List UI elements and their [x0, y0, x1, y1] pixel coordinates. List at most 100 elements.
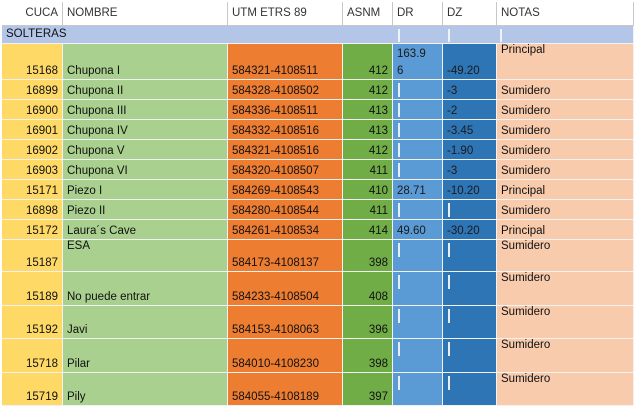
dr-cell — [393, 339, 443, 373]
cuca-cell: 15172 — [2, 220, 63, 240]
dr-cell — [393, 100, 443, 120]
cell-text: Sumidero — [501, 125, 551, 137]
cell-text: 16898 — [26, 205, 58, 217]
cell-text: Sumidero — [501, 165, 551, 177]
cell-text: 411 — [369, 205, 388, 217]
cell-text: Chupona IV — [67, 125, 128, 137]
header-cell: NOMBRE — [63, 2, 228, 26]
header-cell: CUCA — [2, 2, 63, 26]
header-cell: UTM ETRS 89 — [228, 2, 343, 26]
nombre-cell: Chupona IV — [63, 120, 228, 140]
cell-text: 28.71 — [397, 185, 426, 197]
cell-marker — [398, 83, 400, 97]
cell-text: 15192 — [26, 324, 58, 336]
utm-cell: 584173-4108137 — [228, 240, 343, 272]
nombre-cell: Chupona II — [63, 80, 228, 100]
cuca-cell: 16900 — [2, 100, 63, 120]
notas-cell: Sumidero — [497, 80, 634, 100]
notas-cell: Sumidero — [497, 120, 634, 140]
cell-text: Javi — [67, 324, 88, 336]
asnm-cell: 408 — [343, 272, 393, 306]
cell-text: CUCA — [25, 6, 58, 19]
cell-text: 15187 — [26, 257, 58, 269]
cell-text: 408 — [368, 291, 388, 303]
cell-text: 413 — [368, 105, 388, 117]
asnm-cell: 413 — [343, 120, 393, 140]
cell-marker — [398, 29, 400, 42]
utm-cell: 584261-4108534 — [228, 220, 343, 240]
notas-cell: Sumidero — [497, 200, 634, 220]
notas-cell: Principal — [497, 44, 634, 80]
dz-cell — [443, 373, 497, 406]
cell-text: Pily — [67, 391, 86, 403]
utm-cell: 584332-4108516 — [228, 120, 343, 140]
dz-cell: -30.20 — [443, 220, 497, 240]
dr-cell: 49.60 — [393, 220, 443, 240]
utm-cell: 584320-4108507 — [228, 160, 343, 180]
cell-text: -3 — [447, 85, 458, 97]
cell-text: ESA — [67, 240, 91, 252]
cell-text: 396 — [368, 324, 388, 336]
dr-cell — [393, 200, 443, 220]
dz-cell — [443, 306, 497, 339]
cell-text: 398 — [368, 358, 388, 370]
dz-cell — [443, 339, 497, 373]
dr-cell — [393, 373, 443, 406]
cell-text: Chupona I — [67, 65, 121, 77]
cell-text: 163.96 — [397, 48, 426, 77]
cell-text: 411 — [369, 165, 388, 177]
cell-text: 15189 — [26, 291, 58, 303]
header-cell: ASNM — [343, 2, 393, 26]
cell-text: Chupona II — [67, 85, 124, 97]
cell-text: No puede entrar — [67, 291, 151, 303]
cell-text: 584328-4108502 — [232, 85, 319, 97]
cell-text: -10.20 — [447, 185, 480, 197]
utm-cell: 584321-4108511 — [228, 44, 343, 80]
cell-text: -49.20 — [447, 65, 480, 77]
cuca-cell: 15719 — [2, 373, 63, 406]
cell-marker — [398, 376, 400, 390]
cell-text: 412 — [368, 65, 388, 77]
utm-cell: 584269-4108543 — [228, 180, 343, 200]
cell-text: DR — [397, 6, 414, 19]
cell-marker — [398, 123, 400, 137]
cell-marker — [398, 243, 400, 257]
cell-text: Sumidero — [501, 145, 551, 157]
cell-marker — [398, 309, 400, 323]
cell-marker — [398, 143, 400, 157]
asnm-cell: 412 — [343, 80, 393, 100]
dz-cell: -2 — [443, 100, 497, 120]
cell-text: 584233-4108504 — [232, 291, 319, 303]
cell-marker — [448, 203, 450, 217]
cell-text: Sumidero — [501, 105, 551, 117]
notas-cell: Sumidero — [497, 100, 634, 120]
cuca-cell: 16902 — [2, 140, 63, 160]
cell-marker — [448, 342, 450, 356]
cuca-cell: 15192 — [2, 306, 63, 339]
dr-cell — [393, 306, 443, 339]
dz-cell — [443, 200, 497, 220]
nombre-cell: Chupona I — [63, 44, 228, 80]
cell-text: Principal — [501, 225, 546, 237]
cell-text: Piezo II — [67, 205, 106, 217]
cell-text: 49.60 — [397, 225, 426, 237]
asnm-cell: 412 — [343, 44, 393, 80]
dz-cell: -3 — [443, 80, 497, 100]
cell-marker — [398, 342, 400, 356]
dr-cell: 163.96 — [393, 44, 443, 80]
cell-marker — [448, 243, 450, 257]
cell-text: Sumidero — [501, 373, 551, 385]
cell-text: Principal — [501, 44, 546, 56]
cell-marker — [500, 29, 502, 42]
cell-text: NOTAS — [501, 6, 540, 19]
asnm-cell: 410 — [343, 180, 393, 200]
cell-text: -3.45 — [447, 125, 474, 137]
cell-text: Principal — [501, 185, 546, 197]
asnm-cell: 396 — [343, 306, 393, 339]
notas-cell: Sumidero — [497, 160, 634, 180]
cell-text: -3 — [447, 165, 458, 177]
nombre-cell: Laura´s Cave — [63, 220, 228, 240]
cell-text: 15718 — [26, 358, 58, 370]
cell-text: Sumidero — [501, 240, 551, 252]
